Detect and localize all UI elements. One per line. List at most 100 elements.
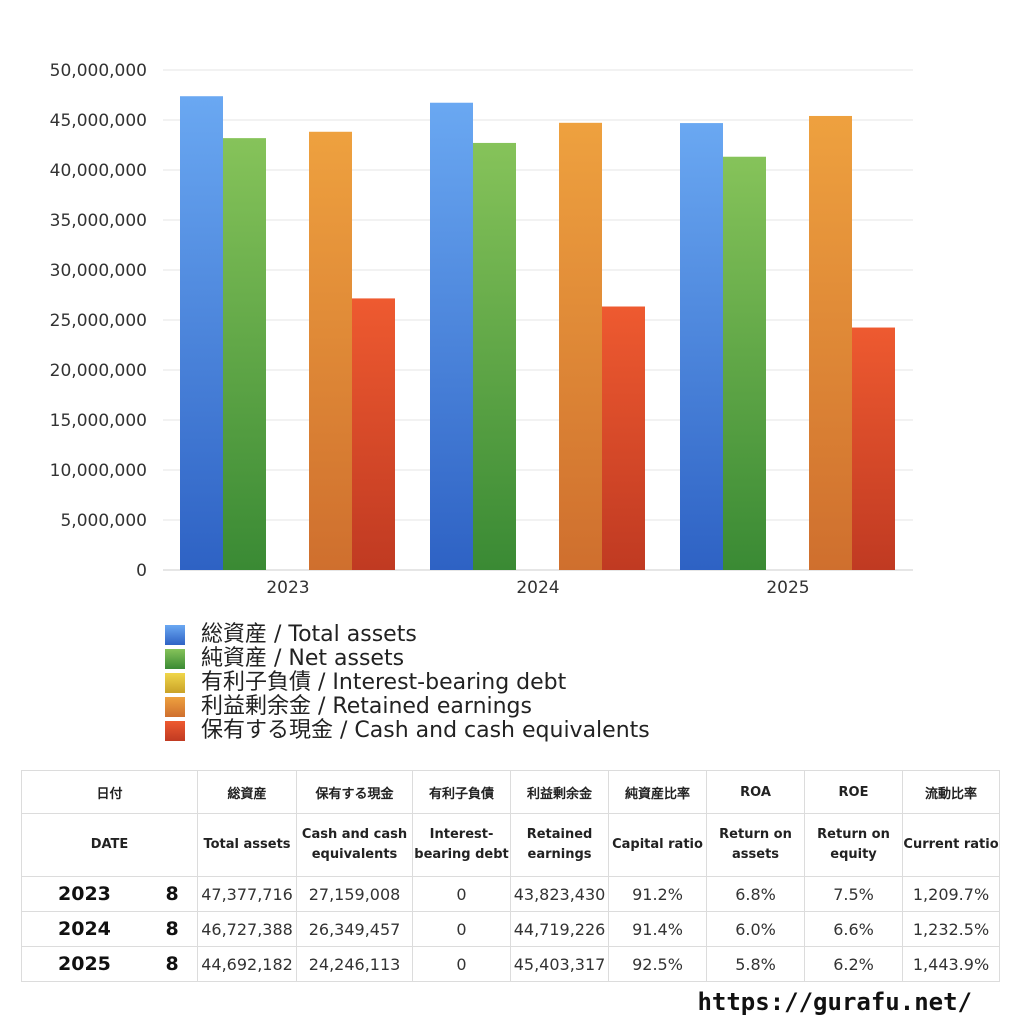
cell-total-assets: 47,377,716 xyxy=(197,876,298,912)
header-total-assets-jp: 総資産 xyxy=(197,770,298,814)
header-retained-en: Retained earnings xyxy=(510,813,610,877)
header-roa-en: Return on assets xyxy=(706,813,806,877)
cell-roe: 7.5% xyxy=(804,876,904,912)
legend-item: 利益剰余金 / Retained earnings xyxy=(165,695,650,719)
header-current-ratio-en: Current ratio xyxy=(902,813,1001,877)
bar xyxy=(430,102,473,570)
cell-retained: 44,719,226 xyxy=(510,911,610,947)
row-year: 2024 xyxy=(21,911,148,947)
financial-table: 日付 総資産 保有する現金 有利子負債 利益剰余金 純資産比率 ROA ROE … xyxy=(20,770,1001,982)
header-capital-ratio-jp: 純資産比率 xyxy=(608,770,708,814)
cell-current-ratio: 1,209.7% xyxy=(902,876,1001,912)
bar-chart: 0 5,000,000 10,000,000 15,000,000 20,000,000… xyxy=(50,61,913,598)
header-roa-jp: ROA xyxy=(706,770,806,814)
bar xyxy=(559,122,602,570)
bar xyxy=(809,115,852,570)
bar xyxy=(352,298,395,570)
header-current-ratio-jp: 流動比率 xyxy=(902,770,1001,814)
header-retained-jp: 利益剰余金 xyxy=(510,770,610,814)
legend-label: 保有する現金 / Cash and cash equivalents xyxy=(201,718,650,743)
cell-capital-ratio: 91.4% xyxy=(608,911,708,947)
y-tick-label: 25,000,000 xyxy=(50,311,147,331)
cell-total-assets: 44,692,182 xyxy=(197,946,298,982)
header-roe-jp: ROE xyxy=(804,770,904,814)
grid-lines xyxy=(163,69,913,571)
cell-roa: 6.0% xyxy=(706,911,806,947)
y-tick-label: 15,000,000 xyxy=(50,411,147,431)
y-tick-label: 40,000,000 xyxy=(50,161,147,181)
cell-cash: 24,246,113 xyxy=(296,946,414,982)
cell-current-ratio: 1,232.5% xyxy=(902,911,1001,947)
y-tick-label: 20,000,000 xyxy=(50,361,147,381)
legend-label: 総資産 / Total assets xyxy=(201,622,417,647)
x-tick-label: 2024 xyxy=(516,578,559,598)
bar xyxy=(473,142,516,570)
bars xyxy=(180,96,895,571)
legend-swatch xyxy=(165,673,185,693)
bar xyxy=(602,306,645,570)
bar xyxy=(723,156,766,571)
legend-item: 純資産 / Net assets xyxy=(165,647,650,671)
y-tick-label: 35,000,000 xyxy=(50,211,147,231)
legend-swatch xyxy=(165,697,185,717)
row-month: 8 xyxy=(147,911,199,947)
bar xyxy=(852,327,895,570)
cell-roe: 6.2% xyxy=(804,946,904,982)
cell-debt: 0 xyxy=(412,946,512,982)
y-tick-label: 10,000,000 xyxy=(50,461,147,481)
chart-legend: 総資産 / Total assets 純資産 / Net assets 有利子負… xyxy=(165,623,650,743)
cell-debt: 0 xyxy=(412,876,512,912)
legend-label: 利益剰余金 / Retained earnings xyxy=(201,694,532,719)
header-capital-ratio-en: Capital ratio xyxy=(608,813,708,877)
x-tick-label: 2025 xyxy=(766,578,809,598)
y-tick-label: 0 xyxy=(136,561,147,581)
bar xyxy=(680,123,723,570)
legend-item: 保有する現金 / Cash and cash equivalents xyxy=(165,719,650,743)
y-tick-label: 45,000,000 xyxy=(50,111,147,131)
row-month: 8 xyxy=(147,946,199,982)
cell-capital-ratio: 92.5% xyxy=(608,946,708,982)
cell-current-ratio: 1,443.9% xyxy=(902,946,1001,982)
row-year: 2023 xyxy=(21,876,148,912)
table-row: 2024 8 46,727,388 26,349,457 0 44,719,22… xyxy=(21,911,1001,947)
header-roe-en: Return on equity xyxy=(804,813,904,877)
cell-retained: 43,823,430 xyxy=(510,876,610,912)
x-axis-ticks: 2023 2024 2025 xyxy=(266,578,809,598)
legend-item: 有利子負債 / Interest-bearing debt xyxy=(165,671,650,695)
cell-debt: 0 xyxy=(412,911,512,947)
row-month: 8 xyxy=(147,876,199,912)
y-tick-label: 5,000,000 xyxy=(60,511,147,531)
bar xyxy=(309,131,352,571)
table-header-row-jp: 日付 総資産 保有する現金 有利子負債 利益剰余金 純資産比率 ROA ROE … xyxy=(20,770,1001,814)
y-tick-label: 30,000,000 xyxy=(50,261,147,281)
site-url: https://gurafu.net/ xyxy=(697,988,972,1016)
row-year: 2025 xyxy=(21,946,148,982)
table-header-row-en: DATE Total assets Cash and cash equivale… xyxy=(20,813,1001,877)
header-cash-jp: 保有する現金 xyxy=(296,770,414,814)
legend-swatch xyxy=(165,721,185,741)
legend-swatch xyxy=(165,625,185,645)
table-row: 2023 8 47,377,716 27,159,008 0 43,823,43… xyxy=(21,876,1001,912)
x-tick-label: 2023 xyxy=(266,578,309,598)
header-debt-en: Interest-bearing debt xyxy=(412,813,512,877)
cell-roa: 5.8% xyxy=(706,946,806,982)
header-total-assets-en: Total assets xyxy=(197,813,298,877)
cell-cash: 27,159,008 xyxy=(296,876,414,912)
table-row: 2025 8 44,692,182 24,246,113 0 45,403,31… xyxy=(21,946,1001,982)
legend-swatch xyxy=(165,649,185,669)
legend-label: 有利子負債 / Interest-bearing debt xyxy=(201,670,567,695)
header-date-jp: 日付 xyxy=(20,770,199,814)
bar xyxy=(180,96,223,570)
bar xyxy=(223,138,266,570)
cell-retained: 45,403,317 xyxy=(510,946,610,982)
y-tick-label: 50,000,000 xyxy=(50,61,147,81)
header-date-en: DATE xyxy=(20,813,199,877)
cell-roe: 6.6% xyxy=(804,911,904,947)
cell-total-assets: 46,727,388 xyxy=(197,911,298,947)
cell-capital-ratio: 91.2% xyxy=(608,876,708,912)
cell-roa: 6.8% xyxy=(706,876,806,912)
cell-cash: 26,349,457 xyxy=(296,911,414,947)
legend-label: 純資産 / Net assets xyxy=(201,646,405,671)
header-cash-en: Cash and cash equivalents xyxy=(296,813,414,877)
y-axis-ticks: 0 5,000,000 10,000,000 15,000,000 20,000,000… xyxy=(50,61,147,581)
